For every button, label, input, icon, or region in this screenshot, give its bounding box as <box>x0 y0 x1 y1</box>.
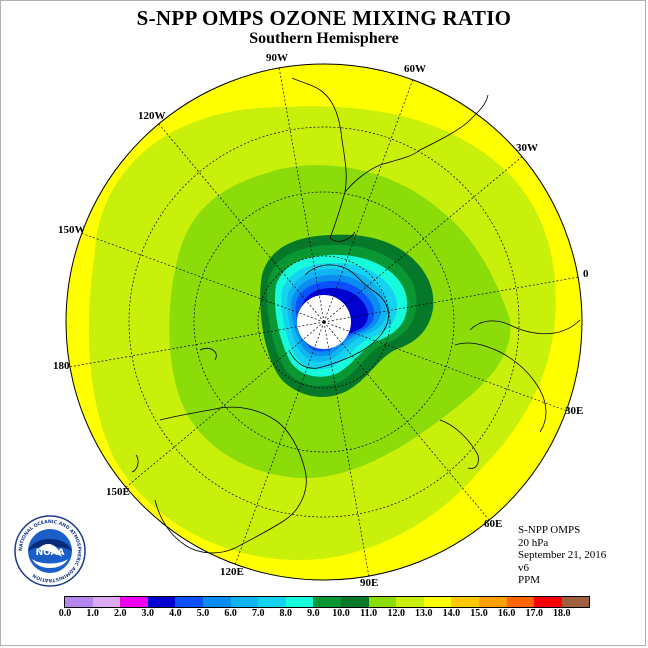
lon-label-30e: 30E <box>565 405 584 417</box>
colorbar-tick-label: 5.0 <box>196 608 210 619</box>
colorbar-tick-label: 10.0 <box>332 608 350 619</box>
colorbar-segment <box>258 597 286 607</box>
colorbar-tick-label: 8.0 <box>279 608 293 619</box>
lon-label-30w: 30W <box>516 142 538 154</box>
colorbar-segment <box>92 597 121 607</box>
colorbar-segment <box>120 597 148 607</box>
lon-label-60w: 60W <box>404 63 426 75</box>
colorbar-segment <box>451 597 479 607</box>
colorbar-segment <box>534 597 562 607</box>
colorbar-labels: 0.0 1.0 2.0 3.0 4.0 5.0 6.0 7.0 8.0 9.0 10.0 11.0 12… <box>0 608 648 622</box>
coastlines <box>131 77 581 554</box>
colorbar-segment <box>423 597 452 607</box>
info-version: v6 <box>518 561 529 574</box>
noaa-logo-icon: NATIONAL OCEANIC AND ATMOSPHERIC ADMINIS… <box>14 515 86 587</box>
lon-label-0: 0 <box>583 268 589 280</box>
lon-label-120w: 120W <box>138 110 166 122</box>
colorbar-segment <box>230 597 259 607</box>
logo-text: NOAA <box>36 548 65 558</box>
colorbar-tick-label: 16.0 <box>497 608 516 619</box>
colorbar-segment <box>285 597 314 607</box>
colorbar-segment <box>368 597 397 607</box>
lon-label-90w: 90W <box>266 52 288 64</box>
lon-label-150w: 150W <box>58 224 86 236</box>
info-instrument: S-NPP OMPS <box>518 524 581 536</box>
colorbar-tick-label: 0.0 <box>58 608 72 619</box>
colorbar-segment <box>340 597 369 607</box>
info-date: September 21, 2016 <box>518 549 607 561</box>
colorbar-tick-label: 1.0 <box>86 608 99 619</box>
graticule <box>68 66 580 578</box>
colorbar-tick-label: 9.0 <box>307 608 320 619</box>
colorbar-tick-label: 7.0 <box>251 608 265 619</box>
lon-label-180: 180 <box>53 360 70 372</box>
info-block: S-NPP OMPS 20 hPa September 21, 2016 v6 … <box>518 524 606 587</box>
colorbar-segment <box>147 597 176 607</box>
chart-subtitle: Southern Hemisphere <box>249 30 399 47</box>
colorbar-tick-label: 2.0 <box>113 608 127 619</box>
colorbar-segment <box>561 597 590 607</box>
colorbar-segment <box>396 597 424 607</box>
colorbar-tick-label: 3.0 <box>141 608 155 619</box>
colorbar-tick-label: 18.0 <box>553 608 571 619</box>
colorbar-tick-label: 14.0 <box>442 608 461 619</box>
colorbar-segment <box>313 597 341 607</box>
colorbar-segment <box>202 597 231 607</box>
ozone-field <box>66 64 582 580</box>
info-level: 20 hPa <box>518 536 549 549</box>
colorbar-tick-label: 13.0 <box>415 608 433 619</box>
colorbar-tick-label: 6.0 <box>224 608 237 619</box>
lon-label-60e: 60E <box>484 518 503 530</box>
colorbar-tick-label: 17.0 <box>525 608 543 619</box>
colorbar-tick-label: 4.0 <box>169 608 182 619</box>
lon-label-150e: 150E <box>106 486 130 498</box>
lon-label-120e: 120E <box>220 566 244 578</box>
info-units: PPM <box>518 574 541 586</box>
colorbar <box>64 596 591 608</box>
lon-label-90e: 90E <box>360 577 379 589</box>
colorbar-segment <box>65 597 93 607</box>
colorbar-segment <box>175 597 203 607</box>
colorbar-tick-label: 12.0 <box>387 608 405 619</box>
colorbar-segment <box>506 597 535 607</box>
colorbar-tick-label: 15.0 <box>470 608 488 619</box>
map-boundary <box>65 63 583 581</box>
colorbar-tick-label: 11.0 <box>360 608 378 619</box>
chart-title: S-NPP OMPS OZONE MIXING RATIO <box>136 6 512 30</box>
colorbar-segment <box>478 597 507 607</box>
